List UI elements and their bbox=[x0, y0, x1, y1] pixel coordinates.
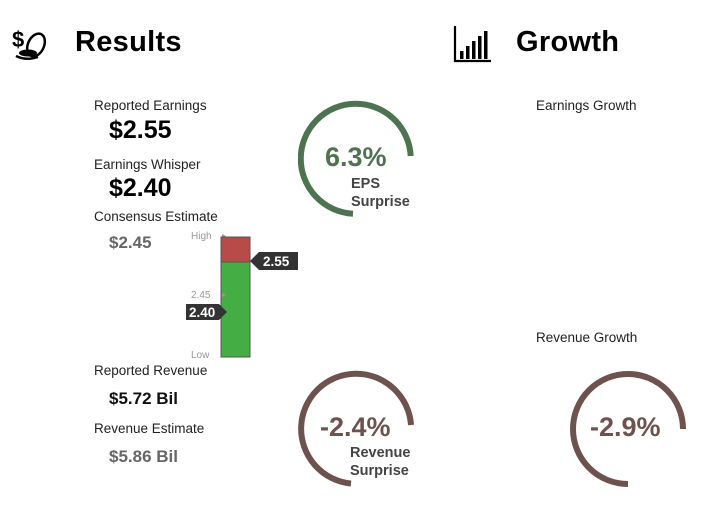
bar-red-segment bbox=[220, 236, 251, 263]
growth-header: Growth bbox=[452, 24, 652, 64]
revenue-estimate-label: Revenue Estimate bbox=[94, 421, 205, 436]
eps-surprise-caption: EPS Surprise bbox=[351, 175, 410, 211]
revenue-surprise-caption: Revenue Surprise bbox=[350, 444, 410, 480]
revenue-surprise-pct: -2.4% bbox=[320, 412, 391, 442]
range-high-label: High bbox=[191, 231, 212, 242]
earnings-whisper-label: Earnings Whisper bbox=[94, 157, 201, 172]
range-mid-label: 2.45 bbox=[191, 290, 211, 301]
svg-text:$: $ bbox=[12, 27, 24, 52]
growth-title: Growth bbox=[516, 26, 620, 58]
eps-surprise-pct: 6.3% bbox=[325, 142, 387, 172]
reported-earnings-value: $2.55 bbox=[109, 116, 172, 144]
revenue-caption-line1: Revenue bbox=[350, 445, 411, 461]
revenue-caption-line2: Surprise bbox=[350, 463, 409, 479]
money-coins-icon: $ bbox=[12, 27, 47, 60]
reported-revenue-label: Reported Revenue bbox=[94, 363, 208, 378]
bar-chart-icon bbox=[453, 26, 491, 63]
eps-surprise-gauge: 6.3% EPS Surprise bbox=[298, 97, 422, 221]
reported-tag bbox=[250, 252, 298, 270]
reported-tag-label: 2.55 bbox=[263, 254, 290, 269]
reported-revenue-value: $5.72 Bil bbox=[109, 389, 178, 408]
consensus-estimate-label: Consensus Estimate bbox=[94, 209, 218, 224]
eps-caption-line2: Surprise bbox=[351, 194, 410, 210]
earnings-growth-label: Earnings Growth bbox=[536, 98, 637, 113]
revenue-growth-label: Revenue Growth bbox=[536, 330, 638, 345]
whisper-tag bbox=[186, 304, 227, 320]
revenue-estimate-value: $5.86 Bil bbox=[109, 447, 178, 466]
whisper-tag-label: 2.40 bbox=[189, 305, 215, 320]
consensus-estimate-value: $2.45 bbox=[109, 233, 152, 252]
revenue-surprise-gauge: -2.4% Revenue Surprise bbox=[298, 367, 422, 491]
earnings-whisper-value: $2.40 bbox=[109, 174, 172, 202]
results-header: $ Results bbox=[12, 24, 212, 64]
eps-caption-line1: EPS bbox=[351, 176, 381, 192]
estimate-range-bar: High 2.45 Low 2.55 2.40 bbox=[184, 226, 304, 364]
range-low-label: Low bbox=[191, 350, 210, 361]
results-title: Results bbox=[75, 26, 182, 58]
revenue-growth-pct: -2.9% bbox=[590, 412, 661, 442]
bar-green-segment bbox=[220, 261, 251, 358]
revenue-growth-gauge: -2.9% bbox=[566, 367, 690, 491]
reported-earnings-label: Reported Earnings bbox=[94, 98, 207, 113]
